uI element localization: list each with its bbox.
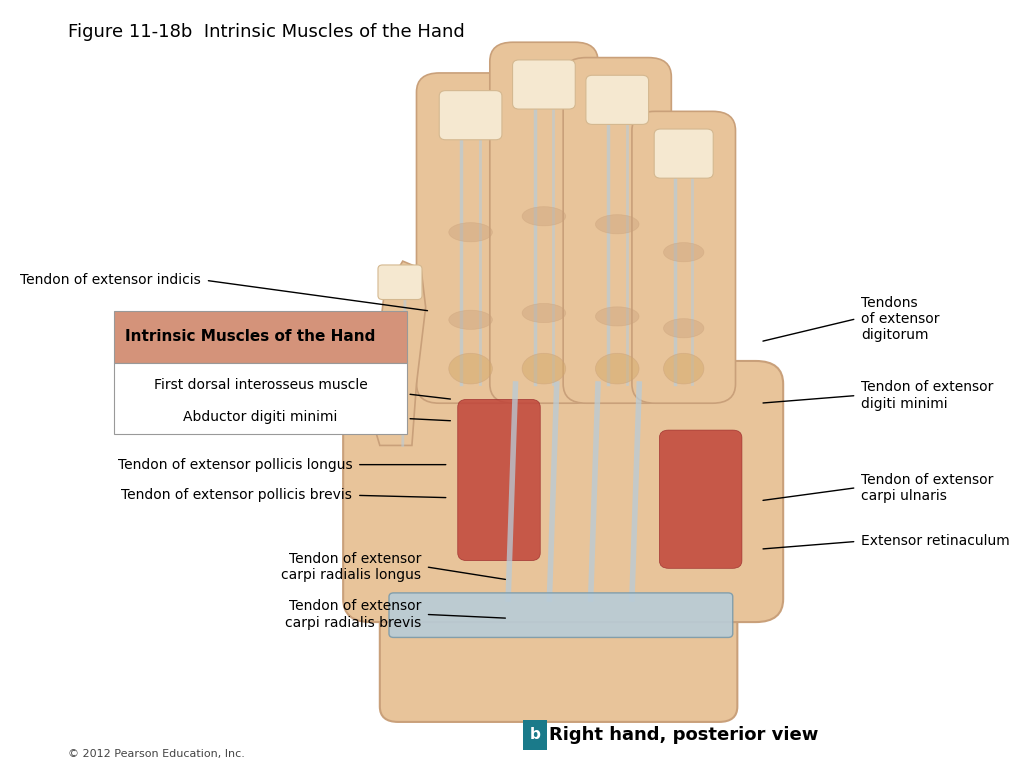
FancyBboxPatch shape (389, 593, 733, 637)
FancyBboxPatch shape (114, 311, 408, 362)
FancyBboxPatch shape (654, 129, 714, 178)
Ellipse shape (664, 319, 703, 338)
Text: First dorsal interosseus muscle: First dorsal interosseus muscle (154, 378, 368, 392)
FancyBboxPatch shape (632, 111, 735, 403)
Text: Tendon of extensor indicis: Tendon of extensor indicis (20, 273, 201, 287)
FancyBboxPatch shape (417, 73, 524, 403)
Ellipse shape (522, 353, 565, 384)
Ellipse shape (595, 353, 639, 384)
Text: Intrinsic Muscles of the Hand: Intrinsic Muscles of the Hand (125, 329, 376, 344)
Text: Tendon of extensor
carpi ulnaris: Tendon of extensor carpi ulnaris (861, 472, 993, 503)
FancyBboxPatch shape (659, 430, 742, 568)
Text: Abductor digiti minimi: Abductor digiti minimi (183, 409, 338, 424)
Text: b: b (529, 727, 541, 743)
Text: Right hand, posterior view: Right hand, posterior view (550, 726, 819, 744)
Text: Tendon of extensor
digiti minimi: Tendon of extensor digiti minimi (861, 380, 993, 411)
FancyBboxPatch shape (439, 91, 502, 140)
FancyBboxPatch shape (380, 553, 737, 722)
Ellipse shape (664, 353, 703, 384)
Text: Tendon of extensor pollicis longus: Tendon of extensor pollicis longus (118, 458, 352, 472)
Ellipse shape (449, 353, 493, 384)
FancyBboxPatch shape (458, 399, 541, 561)
Ellipse shape (595, 215, 639, 234)
FancyBboxPatch shape (563, 58, 672, 403)
Text: Extensor retinaculum: Extensor retinaculum (861, 535, 1010, 548)
Ellipse shape (449, 223, 493, 242)
FancyBboxPatch shape (114, 362, 408, 434)
Text: Figure 11-18b  Intrinsic Muscles of the Hand: Figure 11-18b Intrinsic Muscles of the H… (69, 23, 465, 41)
FancyBboxPatch shape (343, 361, 783, 622)
Text: Tendons
of extensor
digitorum: Tendons of extensor digitorum (861, 296, 940, 342)
Ellipse shape (522, 207, 565, 226)
FancyBboxPatch shape (523, 720, 547, 750)
FancyBboxPatch shape (513, 60, 575, 109)
Text: Tendon of extensor
carpi radialis brevis: Tendon of extensor carpi radialis brevis (285, 599, 421, 630)
Ellipse shape (664, 243, 703, 262)
Text: Tendon of extensor pollicis brevis: Tendon of extensor pollicis brevis (122, 488, 352, 502)
Ellipse shape (449, 310, 493, 329)
Polygon shape (375, 261, 426, 445)
FancyBboxPatch shape (586, 75, 648, 124)
Ellipse shape (522, 303, 565, 323)
FancyBboxPatch shape (378, 265, 422, 300)
Ellipse shape (595, 307, 639, 326)
Text: Tendon of extensor
carpi radialis longus: Tendon of extensor carpi radialis longus (281, 551, 421, 582)
FancyBboxPatch shape (489, 42, 598, 403)
Text: © 2012 Pearson Education, Inc.: © 2012 Pearson Education, Inc. (69, 749, 245, 759)
